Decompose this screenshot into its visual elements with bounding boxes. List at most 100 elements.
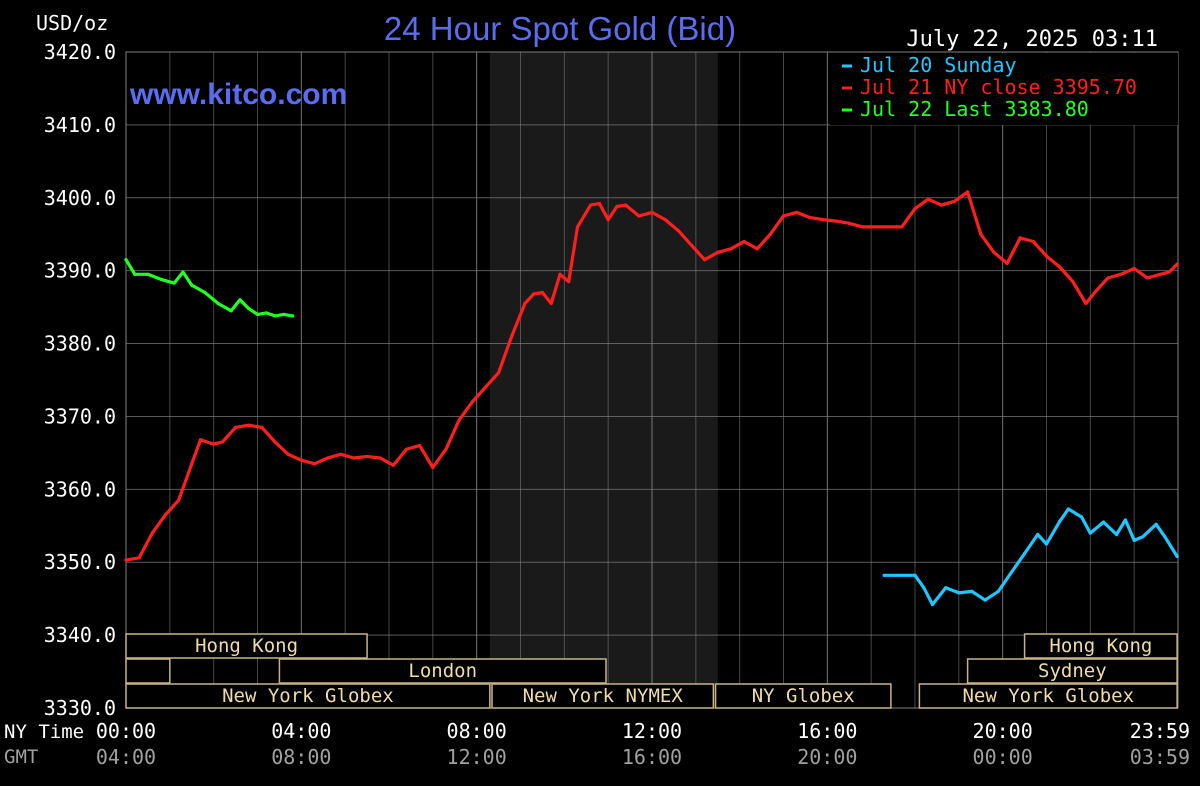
data-point-prev-close: [326, 456, 330, 460]
data-point-last: [282, 312, 286, 316]
session-bar: New York Globex: [918, 683, 1178, 709]
data-point-prev-close: [523, 301, 527, 306]
data-point-last: [247, 306, 251, 311]
data-point-sunday: [1079, 515, 1084, 519]
session-bar-label: London: [408, 660, 477, 682]
y-tick-label: 3390.0: [44, 259, 116, 283]
x-tick-label-gmt: 20:00: [797, 745, 857, 769]
data-point-prev-close: [873, 225, 878, 229]
session-bar-label: Sydney: [1038, 660, 1107, 682]
data-point-prev-close: [444, 447, 448, 451]
y-tick-label: 3350.0: [44, 550, 116, 574]
data-point-prev-close: [589, 203, 593, 207]
data-point-prev-close: [124, 558, 128, 562]
data-point-prev-close: [637, 214, 641, 218]
x-tick-label-ny: 12:00: [622, 719, 682, 743]
data-point-sunday: [882, 573, 886, 577]
data-point-sunday: [1123, 518, 1127, 522]
watermark: www.kitco.com: [129, 78, 347, 111]
data-point-prev-close: [650, 210, 654, 214]
data-point-last: [190, 283, 194, 287]
data-point-prev-close: [703, 258, 707, 262]
data-point-prev-close: [1071, 280, 1075, 284]
data-point-prev-close: [606, 218, 610, 222]
data-point-prev-close: [979, 232, 983, 236]
data-point-last: [229, 309, 233, 313]
session-bar-box: [125, 658, 171, 684]
session-bar-label: New York Globex: [222, 685, 394, 707]
data-point-prev-close: [150, 531, 154, 535]
data-point-prev-close: [137, 556, 141, 560]
session-bar-box: [278, 658, 607, 684]
data-point-prev-close: [212, 442, 216, 446]
data-point-prev-close: [365, 454, 369, 459]
data-point-prev-close: [952, 199, 957, 204]
timestamp: July 22, 2025 03:11: [906, 27, 1158, 52]
data-point-prev-close: [676, 228, 680, 233]
data-point-prev-close: [273, 440, 277, 444]
data-point-last: [216, 301, 220, 306]
data-point-sunday: [1058, 519, 1062, 524]
data-point-sunday: [1088, 531, 1092, 535]
data-point-prev-close: [781, 214, 786, 218]
data-point-prev-close: [470, 400, 474, 404]
x-tick-label-ny: 00:00: [96, 719, 156, 743]
legend-entry: Jul 20 Sunday: [860, 53, 1017, 77]
data-point-prev-close: [575, 225, 580, 229]
data-point-prev-close: [992, 250, 996, 255]
x-tick-label-gmt: 16:00: [622, 745, 682, 769]
x-tick-label-ny: 16:00: [797, 719, 857, 743]
data-point-prev-close: [378, 456, 382, 460]
data-point-prev-close: [418, 444, 422, 448]
data-point-sunday: [944, 586, 948, 590]
y-tick-label: 3360.0: [44, 477, 116, 501]
data-point-prev-close: [1031, 239, 1035, 244]
nymex-shaded-region: [489, 52, 718, 708]
data-point-prev-close: [190, 462, 194, 466]
data-point-sunday: [1036, 532, 1040, 537]
data-point-sunday: [1154, 522, 1158, 526]
data-point-prev-close: [597, 202, 602, 206]
data-point-prev-close: [860, 225, 865, 229]
data-point-last: [264, 311, 268, 315]
data-point-prev-close: [615, 204, 619, 209]
data-point-prev-close: [624, 203, 628, 207]
data-point-prev-close: [532, 292, 536, 296]
data-point-sunday: [1132, 538, 1136, 542]
legend-entry: Jul 22 Last 3383.80: [860, 97, 1089, 121]
y-tick-label: 3370.0: [44, 404, 116, 428]
session-bar: [125, 658, 171, 684]
data-point-last: [159, 277, 163, 282]
data-point-prev-close: [567, 280, 571, 284]
gmt-label: GMT: [4, 746, 38, 768]
session-bar-box: [918, 683, 1178, 709]
data-point-prev-close: [768, 232, 772, 236]
data-point-sunday: [1066, 507, 1071, 511]
session-bar-box: [1023, 633, 1178, 659]
x-tick-label-ny: 23:59: [1130, 719, 1190, 743]
data-point-prev-close: [887, 225, 891, 229]
data-point-prev-close: [510, 334, 514, 338]
data-point-prev-close: [352, 456, 356, 460]
session-bar-box: [966, 658, 1178, 684]
data-point-prev-close: [198, 438, 203, 442]
data-point-sunday: [957, 591, 961, 595]
data-point-sunday: [1044, 542, 1049, 546]
data-point-prev-close: [483, 385, 488, 389]
y-tick-label: 3410.0: [44, 113, 116, 137]
session-bar-box: [125, 683, 491, 709]
data-point-prev-close: [742, 239, 746, 244]
y-tick-label: 3420.0: [44, 40, 116, 64]
chart-title: 24 Hour Spot Gold (Bid): [384, 10, 736, 47]
series-line-prev-close: [124, 190, 1179, 562]
data-point-prev-close: [1058, 265, 1062, 269]
data-point-sunday: [1141, 535, 1145, 539]
data-point-prev-close: [926, 197, 930, 201]
y-tick-label: 3330.0: [44, 696, 116, 720]
session-bar: New York Globex: [125, 683, 491, 709]
data-point-prev-close: [834, 219, 838, 223]
data-point-last: [133, 272, 137, 276]
session-bar: NY Globex: [714, 683, 892, 709]
x-tick-label-gmt: 04:00: [96, 745, 156, 769]
